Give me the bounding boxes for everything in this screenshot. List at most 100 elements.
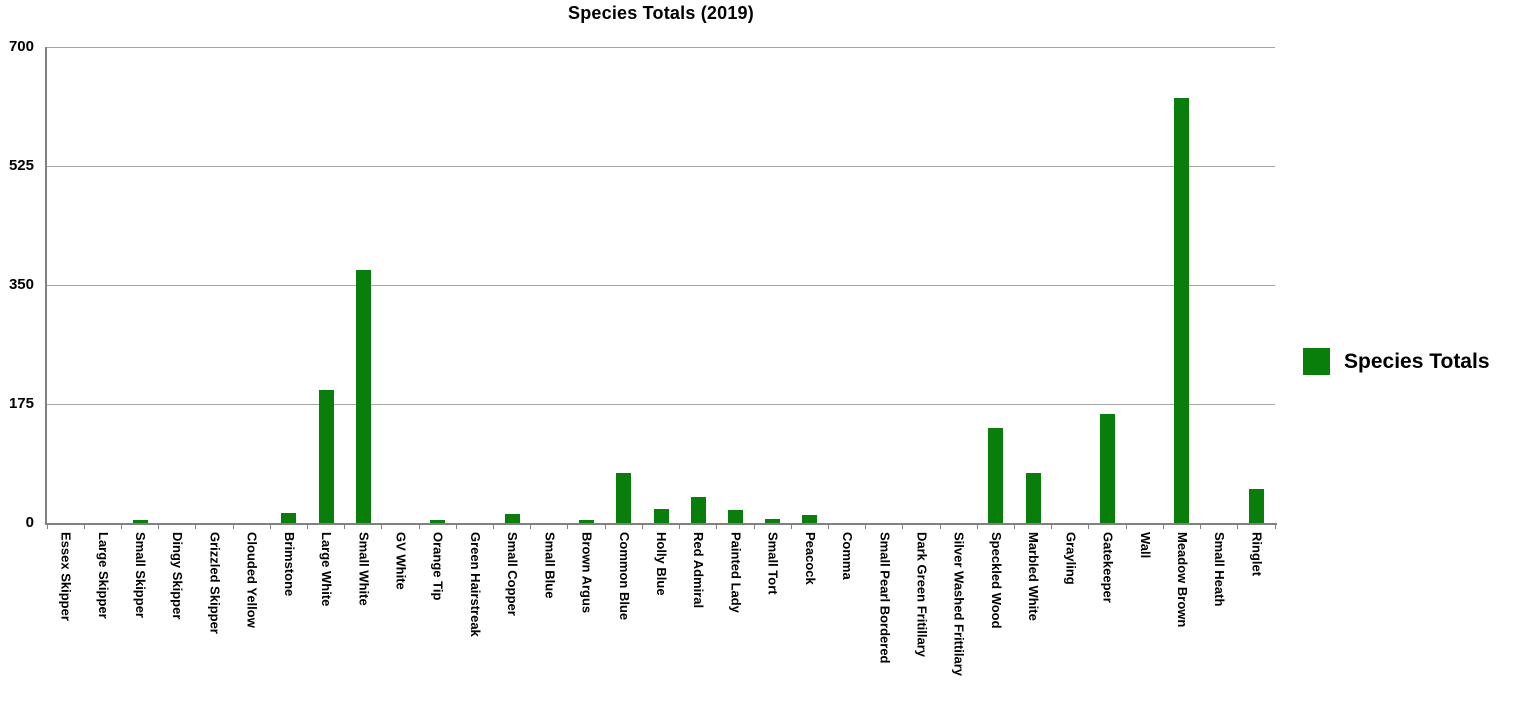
x-axis-tick (83, 525, 85, 529)
x-axis-tick (1237, 525, 1239, 529)
legend-swatch (1303, 348, 1330, 375)
x-axis-line (45, 523, 1277, 525)
x-axis-label: Small Pearl Bordered (877, 532, 893, 664)
bar (653, 508, 669, 523)
bar (1025, 473, 1041, 523)
x-axis-label: Holly Blue (654, 532, 669, 596)
x-axis-tick (902, 525, 904, 529)
x-axis-label: Comma (840, 532, 856, 580)
y-axis-label: 0 (25, 514, 34, 531)
x-axis-label: Small Skipper (133, 532, 149, 618)
x-axis-label: Small Copper (505, 532, 521, 616)
bar (1100, 414, 1116, 523)
x-axis-tick (641, 525, 643, 529)
x-axis-tick (939, 525, 941, 529)
x-axis-tick (976, 525, 978, 529)
x-axis-label: Green Hairstreak (467, 532, 483, 637)
x-axis-label: Gatekeeper (1100, 532, 1116, 603)
bar (802, 514, 818, 523)
x-axis-tick (46, 525, 48, 529)
x-axis-label: Dingy Skipper (170, 532, 186, 620)
bar (318, 390, 334, 523)
x-axis-label: Small White (356, 532, 372, 606)
x-axis-tick (381, 525, 383, 529)
bar (430, 519, 446, 523)
x-axis-label: Small Blue (542, 532, 558, 599)
x-axis-label: Meadow Brown (1174, 532, 1190, 628)
x-axis-label: Clouded Yellow (244, 532, 260, 628)
plot-area: Essex Skipper Large Skipper Small Skipper D… (45, 46, 1277, 676)
bar (579, 519, 595, 523)
x-axis-tick (1014, 525, 1015, 529)
bar (616, 472, 632, 523)
x-axis-tick (493, 525, 495, 529)
bar (355, 270, 371, 523)
y-axis-label: 175 (8, 395, 34, 412)
x-axis-tick (1088, 525, 1090, 529)
x-axis-tick (679, 525, 681, 529)
bar (281, 513, 297, 523)
x-axis-tick (455, 525, 457, 529)
y-axis-label: 525 (8, 157, 34, 174)
x-axis-label: Large Skipper (95, 532, 111, 619)
y-axis-label: 700 (8, 38, 34, 55)
x-axis-tick (269, 525, 271, 529)
x-axis-label: Orange Tip (430, 532, 446, 601)
x-axis-label: Brown Argus (579, 532, 595, 614)
x-axis-tick (790, 525, 792, 529)
x-axis-tick (716, 525, 718, 529)
x-axis-tick (195, 525, 197, 529)
y-axis-label: 350 (8, 276, 34, 293)
x-axis-label: Brimstone (281, 532, 297, 597)
bar (988, 427, 1004, 523)
y-axis-line (45, 47, 47, 525)
x-axis-label: Marbled White (1026, 532, 1042, 621)
legend-label: Species Totals (1344, 349, 1490, 373)
gridline (47, 403, 1275, 405)
gridline (47, 165, 1275, 167)
x-axis-tick (344, 525, 346, 529)
bar (504, 514, 520, 523)
x-axis-tick (232, 525, 234, 529)
x-axis-tick (827, 525, 829, 529)
bar (765, 518, 781, 523)
x-axis-label: Red Admiral (691, 532, 707, 609)
x-axis-tick (120, 525, 122, 529)
x-axis-tick (158, 525, 160, 529)
x-axis-label: Grayling (1063, 532, 1079, 585)
x-axis-tick (1200, 525, 1202, 529)
bar (132, 519, 148, 523)
x-axis-tick (1051, 525, 1053, 529)
x-axis-tick (865, 525, 867, 529)
x-axis-tick (567, 525, 569, 529)
x-axis-label: Dark Green Fritillary (914, 532, 930, 657)
x-axis-tick (1162, 525, 1164, 529)
x-axis-tick (306, 525, 308, 529)
x-axis-label: Common Blue (616, 532, 632, 621)
x-axis-label: GV White (393, 532, 409, 590)
x-axis-label: Peacock (802, 532, 818, 585)
x-axis-label: Painted Lady (728, 532, 744, 613)
x-axis-label: Wall (1137, 532, 1153, 559)
legend: Species Totals (1303, 348, 1490, 375)
x-axis-tick (530, 525, 532, 529)
x-axis-label: Ringlet (1249, 532, 1265, 577)
bar (690, 497, 706, 523)
bar (727, 510, 743, 523)
x-axis-tick (1274, 525, 1276, 529)
chart-title: Species Totals (2019) (568, 3, 754, 23)
x-axis-tick (1125, 525, 1127, 529)
x-axis-label: Speckled Wood (988, 532, 1004, 629)
bar (1174, 98, 1190, 523)
bar (1248, 489, 1264, 523)
x-axis-label: Silver Washed Frittilary (951, 532, 967, 677)
gridline (47, 46, 1275, 48)
x-axis-tick (604, 525, 606, 529)
x-axis-label: Essex Skipper (58, 532, 74, 621)
x-axis-label: Grizzled Skipper (207, 532, 223, 634)
x-axis-label: Small Tort (765, 532, 781, 595)
gridline (47, 284, 1275, 286)
x-axis-label: Small Heath (1212, 532, 1228, 607)
x-axis-label: Large White (319, 532, 335, 607)
